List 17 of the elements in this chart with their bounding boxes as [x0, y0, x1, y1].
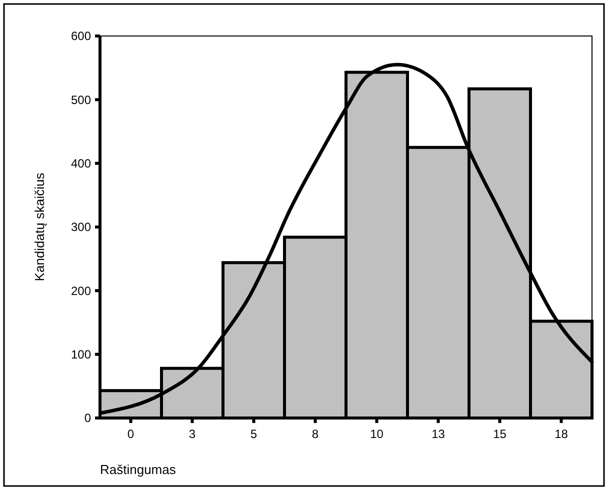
x-tick-label: 15 — [493, 427, 507, 441]
x-tick-label: 10 — [370, 427, 384, 441]
x-tick-label: 0 — [127, 427, 134, 441]
x-axis-title: Raštingumas — [100, 462, 176, 477]
y-tick-label: 300 — [70, 220, 92, 234]
y-tick-label: 400 — [70, 156, 92, 171]
y-tick-label: 500 — [70, 92, 92, 107]
y-axis-title: Kandidatų skaičius — [32, 172, 47, 282]
x-tick-label: 13 — [432, 427, 446, 441]
x-tick-label: 8 — [312, 427, 319, 441]
y-tick-label: 100 — [70, 348, 92, 362]
x-tick-label: 3 — [188, 427, 196, 441]
x-tick-label: 18 — [554, 427, 568, 441]
y-tick-label: 600 — [70, 29, 92, 44]
x-tick-label: 5 — [250, 427, 258, 441]
y-tick-label: 200 — [70, 284, 92, 298]
y-tick-label: 0 — [84, 411, 92, 426]
